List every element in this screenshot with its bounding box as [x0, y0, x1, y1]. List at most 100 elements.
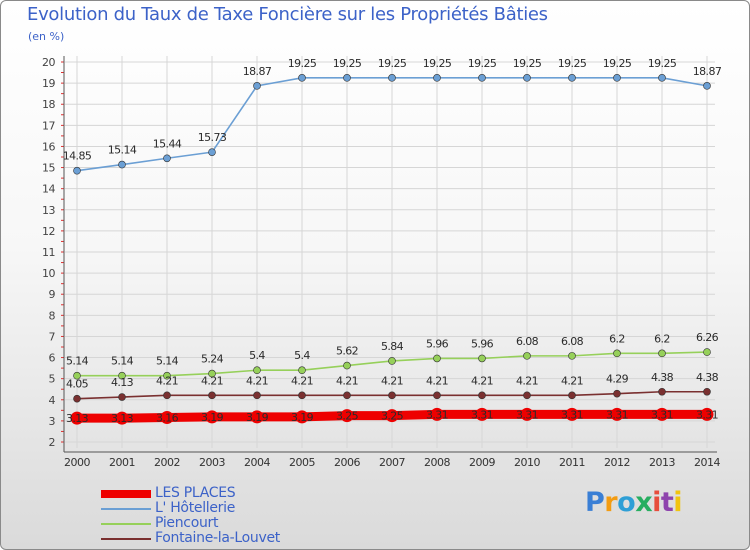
data-point [658, 349, 666, 358]
x-tick-label: 2007 [379, 456, 405, 469]
data-label: 4.21 [291, 374, 313, 387]
legend-label: Fontaine-la-Louvet [155, 530, 280, 546]
data-label: 4.21 [201, 374, 223, 387]
legend-swatch [101, 538, 151, 540]
data-label: 5.14 [111, 355, 134, 368]
data-label: 5.96 [426, 337, 449, 350]
y-tick-label: 11 [42, 246, 55, 259]
data-point [163, 391, 171, 400]
data-label: 18.87 [243, 65, 272, 78]
data-label: 15.73 [198, 131, 227, 144]
logo-letter: P [585, 487, 605, 518]
data-point [433, 354, 441, 363]
y-tick-label: 12 [42, 225, 55, 238]
x-tick-label: 2003 [199, 456, 225, 469]
x-tick-label: 2013 [649, 456, 675, 469]
data-point [613, 74, 621, 82]
data-point [613, 389, 621, 398]
logo-letter: i [673, 487, 683, 518]
data-label: 6.2 [609, 332, 625, 345]
data-label: 15.44 [153, 137, 182, 150]
data-label: 19.25 [423, 57, 452, 70]
data-label: 3.31 [606, 408, 628, 421]
y-tick-label: 4 [49, 394, 56, 407]
data-point [115, 411, 129, 425]
y-tick-label: 17 [42, 119, 55, 132]
data-point [208, 391, 216, 400]
y-tick-label: 2 [49, 436, 56, 449]
axes: 2 3 4 5 6 7 8 9 10 11 12 13 14 15 16 17 18 19 20 2000 2001 20… [42, 56, 721, 469]
data-label: 19.25 [468, 57, 497, 70]
y-tick-label: 18 [42, 98, 55, 111]
data-point [343, 74, 351, 82]
x-tick-label: 2006 [334, 456, 360, 469]
data-point [523, 74, 531, 82]
data-label: 4.21 [381, 374, 403, 387]
data-label: 5.14 [66, 355, 89, 368]
x-tick-label: 2011 [559, 456, 585, 469]
data-point [73, 394, 81, 403]
data-point [658, 387, 666, 396]
data-label: 3.13 [111, 412, 134, 425]
logo-letter: x [635, 487, 653, 518]
y-tick-label: 19 [42, 77, 55, 90]
x-tick-label: 2001 [109, 456, 135, 469]
data-label: 5.4 [249, 349, 265, 362]
x-tick-label: 2002 [154, 456, 180, 469]
logo-letter: i [652, 487, 661, 518]
data-label: 4.13 [111, 376, 134, 389]
data-point [295, 410, 309, 424]
y-tick-label: 7 [49, 330, 56, 343]
data-point [73, 166, 81, 175]
data-label: 3.19 [246, 411, 269, 424]
data-point [475, 407, 489, 421]
data-point [118, 160, 126, 169]
y-tick-label: 20 [42, 56, 55, 69]
data-label: 3.31 [426, 408, 448, 421]
x-tick-label: 2008 [424, 456, 450, 469]
data-point [700, 407, 714, 421]
data-point [658, 74, 666, 82]
data-point [478, 74, 486, 82]
data-point [613, 349, 621, 358]
data-point [70, 411, 84, 425]
y-tick-label: 16 [42, 140, 55, 153]
data-point [703, 387, 711, 396]
data-point [478, 391, 486, 400]
data-label: 19.25 [288, 57, 317, 70]
data-label: 4.21 [246, 374, 268, 387]
data-point [253, 82, 261, 90]
data-point [565, 407, 579, 421]
data-point [388, 391, 396, 400]
data-point [205, 410, 219, 424]
data-label: 6.26 [696, 331, 719, 344]
data-point [655, 407, 669, 421]
data-label: 5.62 [336, 345, 358, 358]
data-label: 4.21 [426, 374, 448, 387]
data-point [520, 407, 534, 421]
data-point [568, 352, 576, 360]
y-tick-label: 6 [49, 352, 56, 365]
data-point [610, 407, 624, 421]
legend-label: L' Hôtellerie [155, 500, 236, 516]
data-point [478, 354, 486, 363]
x-tick-label: 2014 [694, 456, 720, 469]
data-label: 4.38 [651, 371, 674, 384]
data-point [703, 82, 711, 90]
data-label: 3.31 [651, 408, 673, 421]
data-point [703, 348, 711, 356]
data-label: 18.87 [693, 65, 722, 78]
data-label: 3.31 [561, 408, 583, 421]
proxiti-logo: Proxiti [585, 487, 683, 518]
data-label: 4.29 [606, 373, 629, 386]
data-point [298, 74, 306, 82]
data-label: 5.96 [471, 337, 494, 350]
logo-letter: r [604, 487, 618, 518]
data-label: 4.21 [156, 374, 178, 387]
data-point [208, 369, 216, 378]
data-label: 3.16 [156, 412, 179, 425]
data-point [163, 371, 171, 380]
data-label: 5.24 [201, 353, 224, 366]
y-tick-label: 14 [42, 183, 55, 196]
